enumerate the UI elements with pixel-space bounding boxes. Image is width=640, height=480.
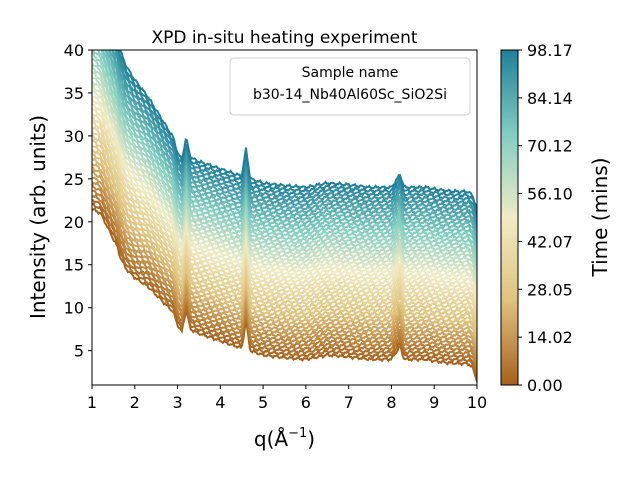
series-line [100, 50, 477, 253]
x-tick-label: 3 [172, 393, 182, 412]
series-line [92, 199, 477, 374]
x-tick-label: 6 [301, 393, 311, 412]
colorbar: 0.0014.0228.0542.0756.1070.1284.1498.17 … [500, 41, 612, 395]
y-tick-label: 35 [64, 84, 84, 103]
series-line [92, 157, 477, 344]
x-tick-label: 10 [467, 393, 487, 412]
series-line [108, 50, 477, 233]
series-line [92, 189, 477, 368]
legend-title: Sample name [302, 65, 399, 81]
x-tick-label: 8 [386, 393, 396, 412]
series-layer [92, 50, 477, 383]
series-line [117, 50, 477, 214]
x-tick-label: 9 [429, 393, 439, 412]
series-line [92, 207, 477, 383]
series-line [92, 50, 477, 258]
x-tick-label: 2 [130, 393, 140, 412]
series-line [92, 202, 477, 377]
series-line [92, 166, 477, 349]
series-line [114, 50, 477, 224]
x-tick-label: 5 [258, 393, 268, 412]
colorbar-bar [500, 49, 519, 386]
series-line [92, 102, 477, 300]
series-line [92, 169, 477, 353]
series-line [117, 50, 477, 217]
series-line [92, 116, 477, 310]
series-line [92, 84, 477, 286]
series-line [92, 97, 477, 297]
legend: Sample name b30-14_Nb40Al60Sc_SiO2Si [229, 57, 471, 116]
y-axis-label: Intensity (arb. units) [26, 115, 50, 319]
legend-text: b30-14_Nb40Al60Sc_SiO2Si [253, 87, 447, 103]
colorbar-tick-label: 28.05 [527, 280, 573, 299]
colorbar-label: Time (mins) [588, 157, 612, 277]
x-axis-label-main: q(Å [254, 427, 288, 451]
series-line [92, 52, 477, 261]
series-line [105, 50, 477, 242]
series-line [92, 162, 477, 347]
series-line [92, 134, 477, 324]
series-line [92, 138, 477, 329]
series-line [92, 193, 477, 371]
y-tick-label: 15 [64, 256, 84, 275]
series-line [118, 50, 477, 209]
series-line [96, 50, 477, 256]
series-line [92, 130, 477, 322]
series-line [101, 50, 477, 248]
series-line [92, 121, 477, 315]
series-line [92, 125, 477, 320]
series-line [92, 57, 477, 266]
chart-title: XPD in-situ heating experiment [151, 28, 417, 48]
series-line [92, 80, 477, 282]
series-line [92, 89, 477, 291]
x-axis-label-close: ) [307, 427, 315, 451]
y-tick-label: 25 [64, 170, 84, 189]
series-line [92, 95, 477, 295]
colorbar-tick-label: 84.14 [527, 89, 573, 108]
series-line [92, 176, 477, 358]
x-axis-label-superscript: −1 [288, 426, 307, 441]
colorbar-tick-label: 56.10 [527, 185, 573, 204]
y-tick-label: 30 [64, 127, 84, 146]
colorbar-tick-label: 42.07 [527, 232, 573, 251]
series-line [92, 70, 477, 277]
series-line [92, 152, 477, 339]
plot-frame [91, 49, 478, 386]
series-line [92, 108, 477, 305]
series-line [92, 113, 477, 308]
x-axis: 1 2 3 4 5 6 7 8 9 10 [87, 385, 487, 412]
series-line [92, 65, 477, 272]
colorbar-tick-label: 70.12 [527, 137, 573, 156]
colorbar-tick-label: 14.02 [527, 328, 573, 347]
series-line [92, 76, 477, 281]
y-axis: 5 10 15 20 25 30 35 40 [64, 41, 92, 361]
colorbar-tick-label: 98.17 [527, 41, 573, 60]
series-line [115, 50, 477, 219]
legend-box [229, 57, 471, 116]
colorbar-tick-label: 0.00 [527, 376, 563, 395]
series-line [112, 50, 477, 229]
y-tick-label: 10 [64, 299, 84, 318]
x-tick-label: 1 [87, 393, 97, 412]
series-line [107, 50, 477, 238]
x-tick-label: 7 [344, 393, 354, 412]
y-tick-label: 40 [64, 41, 84, 60]
y-tick-label: 20 [64, 213, 84, 232]
series-line [92, 145, 477, 333]
series-line [92, 183, 477, 363]
x-tick-label: 4 [215, 393, 225, 412]
x-axis-label: q(Å−1) [254, 426, 315, 451]
colorbar-ticks: 0.00 14.02 28.05 42.07 56.10 70.12 84.14 98.17 [518, 41, 573, 395]
y-tick-label: 5 [74, 342, 84, 361]
